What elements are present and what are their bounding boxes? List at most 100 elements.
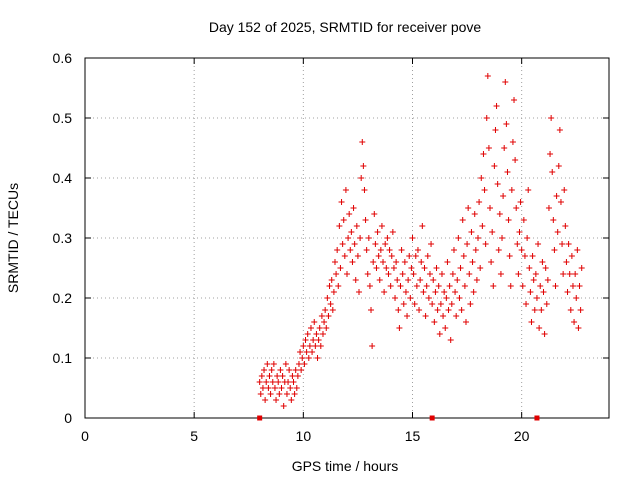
data-point (336, 223, 343, 229)
data-point (429, 301, 436, 307)
data-point (293, 385, 300, 391)
data-point (503, 121, 510, 127)
chart-title: Day 152 of 2025, SRMTID for receiver pov… (209, 19, 482, 35)
data-point (413, 283, 420, 289)
data-point (275, 379, 282, 385)
data-point (286, 367, 293, 373)
data-point (370, 259, 377, 265)
data-point (548, 115, 555, 121)
data-point (269, 379, 276, 385)
data-point (357, 235, 364, 241)
data-point (422, 313, 429, 319)
data-point (376, 277, 383, 283)
data-point (322, 307, 329, 313)
data-point (530, 277, 537, 283)
data-point (515, 271, 522, 277)
data-point (484, 73, 491, 79)
data-point (258, 373, 265, 379)
data-point (505, 217, 512, 223)
data-point (339, 241, 346, 247)
data-point (465, 205, 472, 211)
data-point (504, 169, 511, 175)
data-point (571, 319, 578, 325)
data-point (462, 319, 469, 325)
data-point (395, 307, 402, 313)
data-point (536, 325, 543, 331)
data-point (521, 253, 528, 259)
data-point (337, 265, 344, 271)
data-point (490, 283, 497, 289)
data-point (472, 247, 479, 253)
zero-marker (429, 415, 435, 421)
data-point (373, 265, 380, 271)
data-point (277, 367, 284, 373)
data-point (478, 175, 485, 181)
data-point (537, 283, 544, 289)
data-point (475, 235, 481, 241)
y-tick-label: 0.3 (53, 230, 73, 246)
data-point (445, 307, 452, 313)
data-point (499, 235, 506, 241)
data-point (469, 259, 476, 265)
data-point (480, 151, 487, 157)
data-point (353, 223, 360, 229)
data-point (495, 247, 502, 253)
data-point (365, 235, 372, 241)
data-point (488, 259, 495, 265)
data-point (334, 247, 341, 253)
data-point (426, 271, 433, 277)
data-point (330, 289, 337, 295)
data-point (375, 253, 382, 259)
data-point (266, 373, 273, 379)
data-point (491, 163, 498, 169)
data-point (268, 367, 275, 373)
data-point (549, 169, 556, 175)
data-point (436, 331, 443, 337)
data-point (418, 259, 425, 265)
data-point (514, 241, 521, 247)
data-point (333, 271, 340, 277)
data-point (312, 343, 319, 349)
data-point (290, 379, 297, 385)
data-point (441, 289, 448, 295)
data-point (433, 265, 440, 271)
data-point (553, 193, 560, 199)
data-point (493, 103, 500, 109)
data-point (276, 391, 283, 397)
data-point (473, 277, 480, 283)
data-point (550, 217, 557, 223)
data-point (544, 277, 551, 283)
data-point (397, 283, 404, 289)
data-point (404, 313, 411, 319)
data-point (535, 241, 542, 247)
data-point (435, 283, 442, 289)
data-point (321, 319, 328, 325)
data-point (456, 295, 463, 301)
data-point (564, 289, 571, 295)
data-point (494, 181, 501, 187)
data-point (409, 235, 416, 241)
data-point (448, 301, 455, 307)
data-point (458, 307, 465, 313)
data-point (508, 187, 515, 193)
data-point (412, 253, 419, 259)
data-point (449, 271, 456, 277)
data-point (551, 247, 558, 253)
data-point (292, 367, 299, 373)
data-point (400, 301, 407, 307)
data-point (315, 337, 322, 343)
data-point (288, 397, 295, 403)
y-tick-labels: 0 0.1 0.2 0.3 0.4 0.5 0.6 (53, 50, 73, 426)
data-point (394, 277, 401, 283)
x-tick-label: 5 (190, 428, 198, 444)
data-point (310, 337, 317, 343)
data-point (316, 325, 323, 331)
data-point (444, 259, 451, 265)
data-point (421, 265, 428, 271)
data-point (305, 355, 312, 361)
data-point (432, 289, 439, 295)
data-point (331, 259, 338, 265)
data-point (289, 373, 296, 379)
data-point (259, 385, 266, 391)
